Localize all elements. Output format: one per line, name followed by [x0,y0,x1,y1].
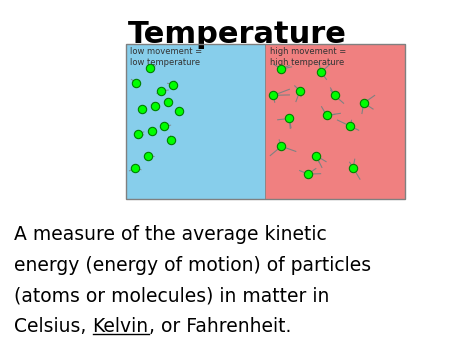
Point [175,108,182,114]
Point [278,143,285,149]
Point [151,103,159,109]
Point [167,137,174,143]
Point [131,165,139,171]
Point [360,100,367,106]
Text: energy (energy of motion) of particles: energy (energy of motion) of particles [14,256,371,275]
Point [318,69,325,75]
Text: Temperature: Temperature [128,20,346,49]
Text: high movement =
high temperature: high movement = high temperature [270,47,346,67]
Point [160,124,168,129]
Point [331,93,338,98]
Point [148,128,156,134]
Text: , or Fahrenheit.: , or Fahrenheit. [149,317,291,336]
Text: (atoms or molecules) in matter in: (atoms or molecules) in matter in [14,286,329,306]
Text: low movement =
low temperature: low movement = low temperature [130,47,202,67]
Point [134,131,141,137]
Point [270,93,277,98]
Text: A measure of the average kinetic: A measure of the average kinetic [14,225,327,245]
FancyBboxPatch shape [265,44,405,199]
Point [296,88,304,94]
Point [145,153,152,158]
Point [312,153,319,158]
Point [285,116,293,121]
Point [349,165,357,171]
FancyBboxPatch shape [126,44,265,199]
Point [158,88,165,94]
Point [278,66,285,72]
Point [304,171,312,177]
Text: Kelvin: Kelvin [92,317,149,336]
Point [164,99,172,104]
Point [323,113,330,118]
Point [138,106,146,112]
Point [346,124,354,129]
Point [132,80,140,86]
Point [146,65,153,70]
Point [170,82,177,87]
Text: Celsius,: Celsius, [14,317,92,336]
